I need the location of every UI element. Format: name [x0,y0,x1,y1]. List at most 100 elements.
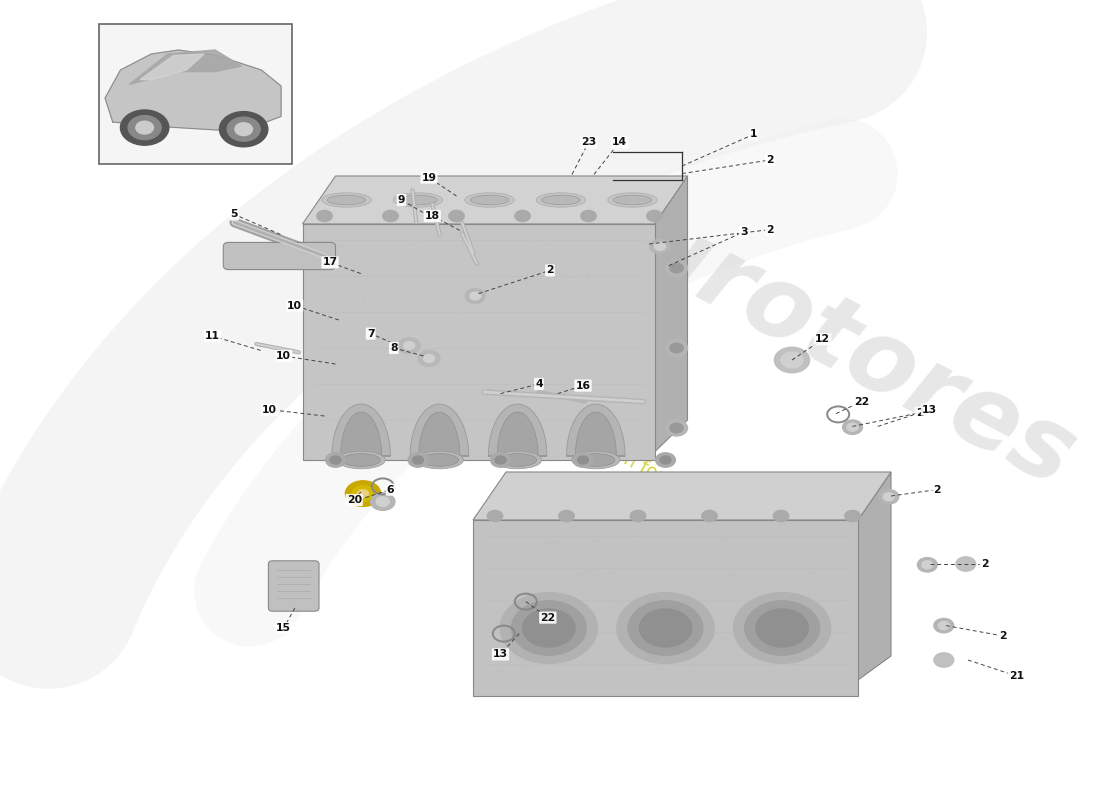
Text: a passion for parts since 1985: a passion for parts since 1985 [552,413,812,563]
Circle shape [938,622,949,630]
Circle shape [500,593,597,663]
Text: 15: 15 [276,623,292,633]
Circle shape [745,601,820,655]
Polygon shape [858,472,891,680]
Circle shape [934,653,954,667]
Text: eurotores: eurotores [559,164,1091,508]
Text: 10: 10 [287,301,303,310]
Circle shape [491,453,510,467]
Text: 17: 17 [322,258,338,267]
Circle shape [630,510,646,522]
Ellipse shape [607,193,658,207]
Circle shape [522,609,575,647]
Circle shape [845,510,860,522]
Circle shape [128,115,161,139]
Text: 21: 21 [1009,671,1024,681]
Circle shape [358,490,368,498]
Polygon shape [332,404,390,456]
Circle shape [383,210,398,222]
Circle shape [670,423,683,433]
Ellipse shape [576,454,615,466]
Circle shape [136,122,154,134]
Text: 10: 10 [276,351,292,361]
Ellipse shape [572,451,620,469]
Ellipse shape [537,193,585,207]
Polygon shape [654,176,688,452]
Polygon shape [488,404,547,456]
Circle shape [317,210,332,222]
Text: 1: 1 [750,130,757,139]
Ellipse shape [471,195,508,205]
Text: 2: 2 [1000,631,1006,641]
Circle shape [495,456,506,464]
Polygon shape [473,520,858,696]
Polygon shape [130,50,242,84]
Circle shape [656,453,675,467]
Circle shape [670,263,683,273]
Text: 18: 18 [425,211,440,221]
Circle shape [487,510,503,522]
Ellipse shape [498,454,537,466]
Text: 14: 14 [612,138,627,147]
Circle shape [121,110,169,146]
Circle shape [843,420,862,434]
Circle shape [647,210,662,222]
Text: 10: 10 [262,405,277,414]
Circle shape [330,456,341,464]
Polygon shape [302,176,688,224]
Text: 6: 6 [387,485,394,494]
Text: 4: 4 [536,379,542,389]
Ellipse shape [464,193,515,207]
Circle shape [956,557,976,571]
Text: 2: 2 [916,408,923,418]
Text: 13: 13 [493,650,508,659]
Polygon shape [104,50,282,130]
Circle shape [650,239,670,254]
Text: 20: 20 [346,495,362,505]
Circle shape [449,210,464,222]
Ellipse shape [328,195,365,205]
Text: 9: 9 [398,195,405,205]
Circle shape [418,350,440,366]
Circle shape [917,558,937,572]
Circle shape [398,338,420,354]
Polygon shape [566,404,625,456]
Circle shape [219,111,267,146]
Text: 22: 22 [854,397,869,406]
Circle shape [934,618,954,633]
Text: 16: 16 [575,381,591,390]
Circle shape [326,453,345,467]
Text: 23: 23 [581,138,596,147]
Text: 2: 2 [934,485,940,494]
Text: 7: 7 [367,329,374,338]
Polygon shape [575,412,616,456]
Circle shape [573,453,593,467]
Circle shape [345,481,381,506]
Circle shape [559,510,574,522]
Circle shape [512,601,586,655]
Ellipse shape [420,454,459,466]
Polygon shape [497,412,538,456]
Circle shape [617,593,714,663]
Circle shape [628,601,703,655]
Circle shape [879,490,899,504]
Text: 13: 13 [922,405,937,414]
Circle shape [578,456,588,464]
Circle shape [227,117,260,141]
Circle shape [666,260,688,276]
Circle shape [922,561,933,569]
Text: 8: 8 [390,343,397,353]
Circle shape [670,343,683,353]
Circle shape [639,609,692,647]
Text: 22: 22 [540,613,556,622]
FancyBboxPatch shape [223,242,336,270]
Text: 12: 12 [815,334,830,344]
Circle shape [581,210,596,222]
Circle shape [756,609,808,647]
Circle shape [773,510,789,522]
Text: 2: 2 [767,155,773,165]
Polygon shape [473,472,891,520]
Circle shape [412,456,424,464]
Circle shape [371,493,395,510]
Polygon shape [419,412,460,456]
